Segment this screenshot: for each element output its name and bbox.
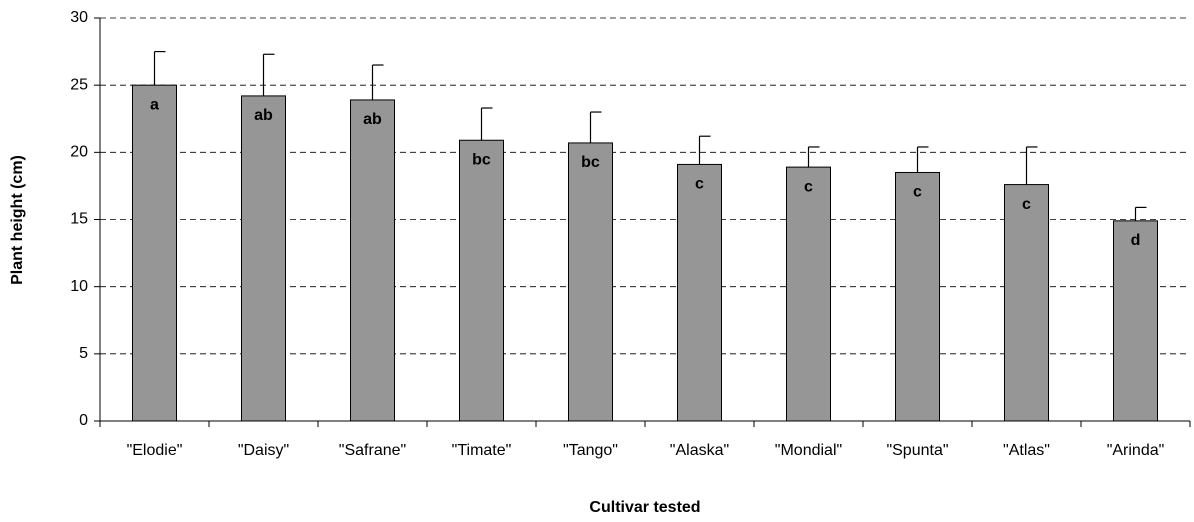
bar bbox=[459, 139, 504, 422]
y-tick-label: 15 bbox=[70, 211, 88, 228]
bar bbox=[132, 84, 177, 422]
x-tick-label: "Alaska" bbox=[670, 442, 729, 459]
significance-letter: c bbox=[695, 176, 704, 193]
significance-letter: d bbox=[1131, 232, 1141, 249]
y-tick-label: 25 bbox=[70, 76, 88, 93]
x-tick-label: "Atlas" bbox=[1003, 442, 1050, 459]
significance-letter: ab bbox=[363, 111, 382, 128]
bar bbox=[786, 166, 831, 422]
x-tick-label: "Safrane" bbox=[339, 442, 406, 459]
bar bbox=[568, 142, 613, 422]
bar bbox=[1004, 184, 1049, 422]
x-tick-label: "Mondial" bbox=[775, 442, 842, 459]
bar bbox=[350, 99, 395, 422]
y-tick-label: 10 bbox=[70, 278, 88, 295]
x-tick-label: "Spunta" bbox=[886, 442, 948, 459]
significance-letter: bc bbox=[581, 154, 600, 171]
significance-letter: ab bbox=[254, 107, 273, 124]
x-tick-label: "Tango" bbox=[563, 442, 618, 459]
x-axis-label: Cultivar tested bbox=[589, 499, 700, 516]
significance-letter: c bbox=[913, 184, 922, 201]
y-tick-label: 0 bbox=[79, 412, 88, 429]
y-tick-label: 30 bbox=[70, 9, 88, 26]
significance-letter: a bbox=[150, 96, 159, 113]
bar bbox=[677, 163, 722, 422]
x-tick-label: "Arinda" bbox=[1107, 442, 1165, 459]
y-tick-label: 20 bbox=[70, 144, 88, 161]
x-tick-label: "Elodie" bbox=[127, 442, 183, 459]
bar bbox=[241, 95, 286, 422]
x-tick-label: "Daisy" bbox=[238, 442, 289, 459]
bar bbox=[895, 171, 940, 422]
x-tick-label: "Timate" bbox=[452, 442, 512, 459]
y-tick-label: 5 bbox=[79, 345, 88, 362]
bar bbox=[1113, 220, 1158, 422]
y-axis-label: Plant height (cm) bbox=[9, 155, 26, 285]
significance-letter: bc bbox=[472, 151, 491, 168]
significance-letter: c bbox=[1022, 196, 1031, 213]
significance-letter: c bbox=[804, 178, 813, 195]
